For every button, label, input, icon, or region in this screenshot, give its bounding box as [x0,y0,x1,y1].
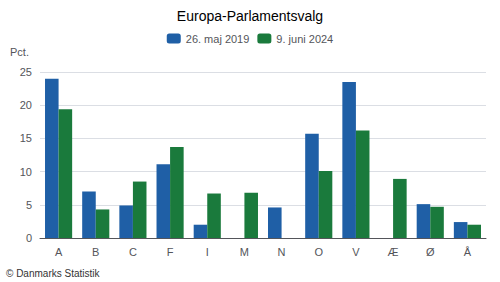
svg-text:10: 10 [20,166,32,178]
svg-text:F: F [167,246,174,258]
svg-text:A: A [55,246,63,258]
svg-text:0: 0 [26,232,32,244]
svg-text:Æ: Æ [388,246,399,258]
svg-text:I: I [206,246,209,258]
svg-text:25: 25 [20,66,32,78]
svg-text:5: 5 [26,199,32,211]
svg-text:O: O [314,246,323,258]
svg-text:B: B [92,246,99,258]
svg-text:26. maj 2019: 26. maj 2019 [186,33,250,45]
svg-text:M: M [240,246,249,258]
svg-text:N: N [278,246,286,258]
svg-text:Å: Å [464,246,472,258]
svg-text:V: V [352,246,360,258]
svg-text:Europa-Parlamentsvalg: Europa-Parlamentsvalg [177,8,323,24]
svg-text:20: 20 [20,99,32,111]
svg-text:15: 15 [20,132,32,144]
svg-text:9. juni 2024: 9. juni 2024 [276,33,333,45]
svg-text:© Danmarks Statistik: © Danmarks Statistik [6,268,101,279]
svg-text:Pct.: Pct. [10,46,29,58]
svg-text:C: C [129,246,137,258]
svg-text:Ø: Ø [426,246,435,258]
